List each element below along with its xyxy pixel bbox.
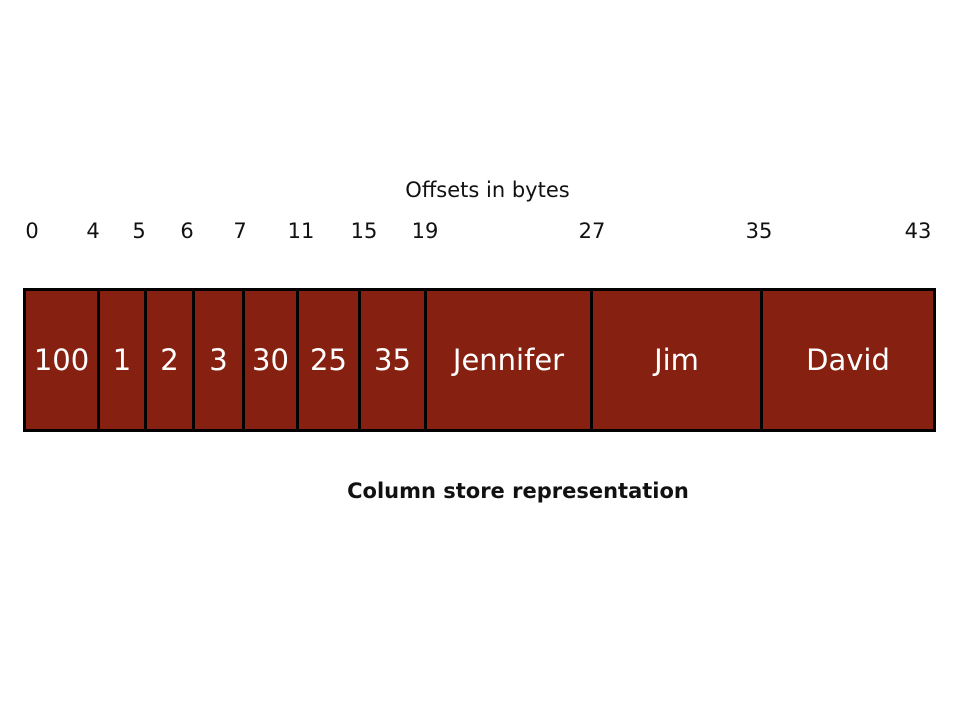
offset-label: 11 [287,219,315,243]
offset-label: 15 [350,219,378,243]
column-store-cell: 1 [97,288,147,432]
offset-label: 35 [745,219,773,243]
diagram-caption: Column store representation [347,479,689,503]
offset-label: 6 [180,219,194,243]
column-store-cell: 30 [242,288,299,432]
offset-label: 27 [578,219,606,243]
column-store-cell: Jim [590,288,763,432]
offset-label: 7 [233,219,247,243]
column-store-cell: Jennifer [424,288,593,432]
offsets-axis-title: Offsets in bytes [405,178,570,202]
column-store-cell: 35 [358,288,427,432]
offset-label: 19 [411,219,439,243]
offset-label: 4 [86,219,100,243]
column-store-cell: 3 [192,288,245,432]
offset-label: 0 [25,219,39,243]
column-store-cell: 100 [23,288,100,432]
offset-labels-row: 0 4 5 6 7 11 15 19 27 35 43 [0,0,960,260]
column-store-row: 100 1 2 3 30 25 35 Jennifer Jim David [23,288,936,432]
column-store-cell: David [760,288,936,432]
column-store-cell: 2 [144,288,195,432]
offset-label: 43 [904,219,932,243]
column-store-cell: 25 [296,288,361,432]
offset-label: 5 [132,219,146,243]
